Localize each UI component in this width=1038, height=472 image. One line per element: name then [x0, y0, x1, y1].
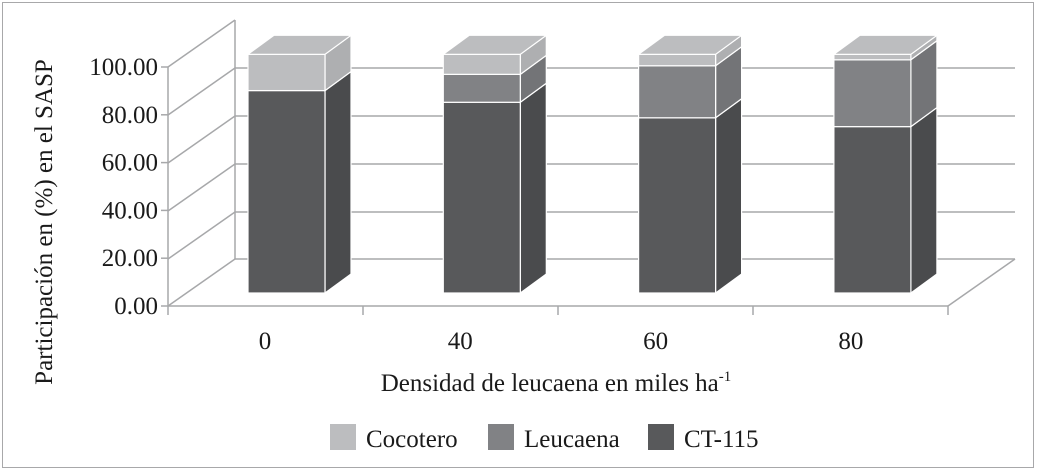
y-tick-label: 80.00 [102, 102, 158, 129]
bar-stack-80 [832, 34, 939, 295]
bar-stack-0 [246, 34, 353, 295]
bar-side-CT-115 [910, 106, 938, 295]
bar-stack-60 [636, 34, 744, 295]
y-tick-label: 0.00 [114, 293, 158, 320]
legend-swatch-Leucaena [488, 424, 514, 450]
bar-segment-CT-115 [442, 101, 521, 294]
legend-label-Cocotero: Cocotero [366, 426, 458, 453]
legend-swatch-Cocotero [330, 424, 356, 450]
bar-side-CT-115 [324, 70, 352, 295]
bar-side-CT-115 [714, 97, 743, 295]
legend-label-CT-115: CT-115 [684, 426, 759, 453]
left-wall-gridline [167, 115, 236, 164]
bar-top [441, 34, 549, 55]
x-tick-label: 80 [838, 328, 863, 355]
legend-swatch-CT-115 [648, 424, 674, 450]
x-axis-label-text: Densidad de leucaena en miles ha [381, 370, 719, 397]
y-tick-label: 40.00 [102, 197, 158, 224]
x-tick-label: 60 [643, 328, 668, 355]
left-wall-gridline [167, 258, 236, 307]
labels: 0.00 20.00 40.00 60.00 80.00 100.00 0 40 60 80 [89, 54, 863, 355]
bar-top [636, 34, 744, 55]
legend: Cocotero Leucaena CT-115 [330, 424, 759, 453]
bar-segment-CT-115 [247, 89, 326, 294]
bar-stack-40 [441, 34, 549, 295]
x-tick-label: 40 [448, 328, 473, 355]
y-axis-label: Participación en (%) en el SASP [31, 59, 58, 385]
bar-segment-Cocotero [442, 53, 521, 75]
legend-label-Leucaena: Leucaena [524, 426, 620, 453]
bar-segment-Cocotero [247, 53, 326, 92]
y-tick-label: 20.00 [102, 245, 158, 272]
y-tick-label: 60.00 [102, 150, 158, 177]
bar-segment-CT-115 [833, 126, 912, 294]
bar-segment-Leucaena [637, 65, 717, 119]
x-tick-label: 0 [259, 328, 272, 355]
bar-segment-Leucaena [833, 59, 912, 128]
x-axis-label-superscript: -1 [719, 369, 732, 385]
bar-segment-CT-115 [637, 117, 717, 294]
bars [246, 34, 939, 295]
x-axis-label: Densidad de leucaena en miles ha-1 [381, 369, 732, 397]
bar-side-CT-115 [519, 82, 547, 295]
bar-segment-Leucaena [442, 73, 521, 103]
bar-top [246, 34, 353, 55]
left-wall-gridline [167, 163, 236, 212]
bar-top [832, 34, 939, 55]
bar-segment-Cocotero [833, 53, 912, 61]
bar-segment-Cocotero [637, 53, 717, 67]
left-wall-gridline [167, 211, 236, 260]
floor-right-edge [947, 258, 1016, 307]
left-wall-top-edge [167, 19, 236, 68]
y-tick-label: 100.00 [89, 54, 158, 81]
left-wall-gridline [167, 67, 236, 116]
